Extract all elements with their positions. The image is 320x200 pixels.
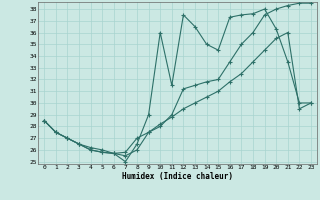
X-axis label: Humidex (Indice chaleur): Humidex (Indice chaleur) bbox=[122, 172, 233, 181]
